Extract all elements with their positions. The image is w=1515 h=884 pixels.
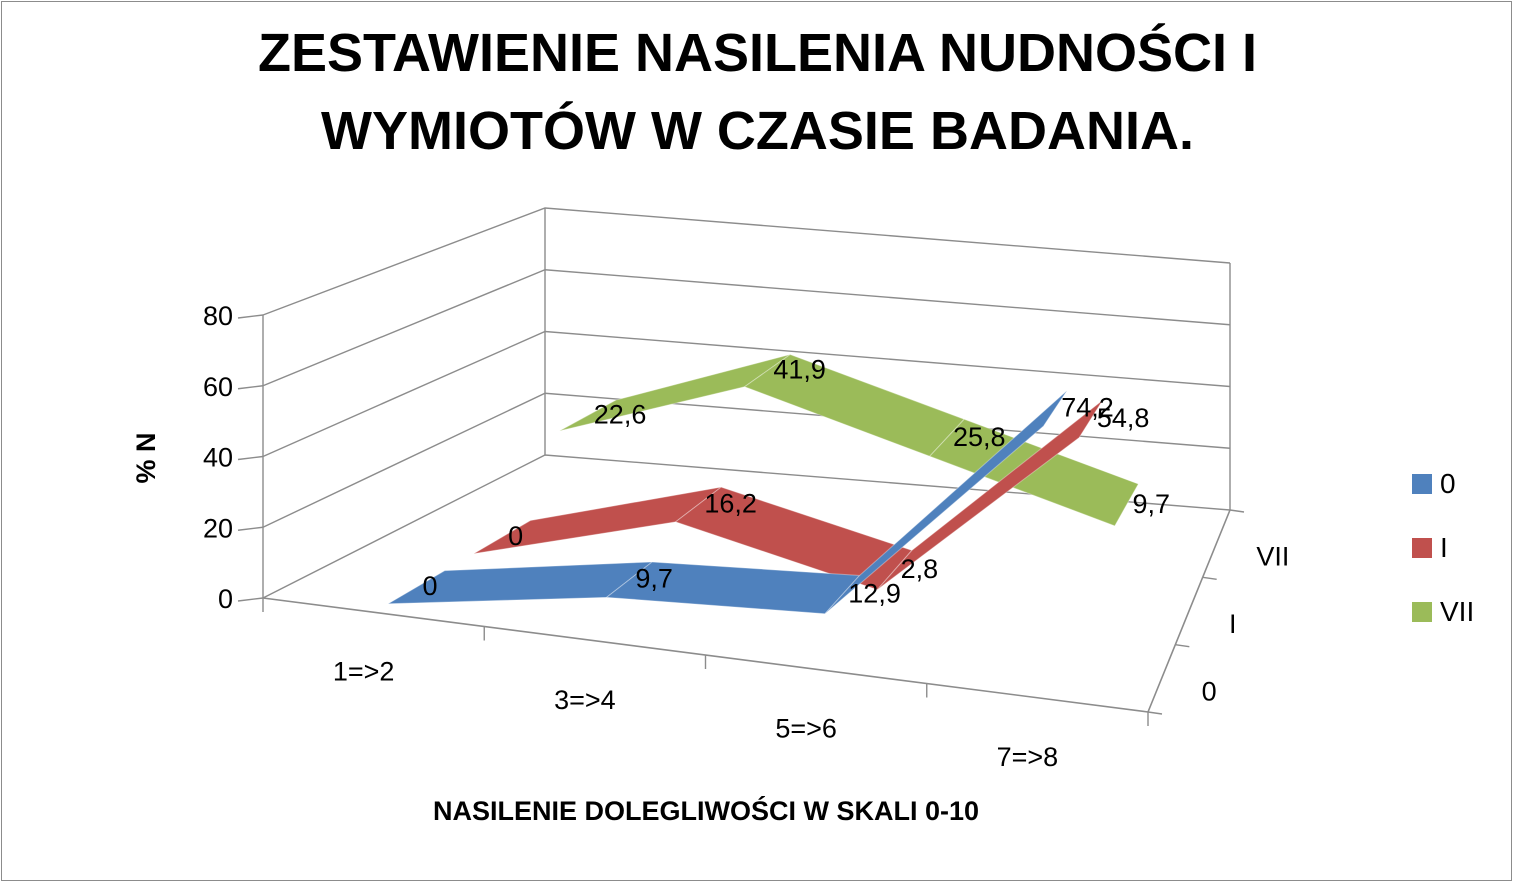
chart-tick-labels: 0 20 40 60 80 1=>2 3=>4 5=>6 7=>8 0 I VII [203, 301, 1289, 772]
y-axis-title: % N [131, 432, 161, 483]
depth-tick-mark-0 [1147, 711, 1163, 715]
series-1-ribbon [473, 399, 1104, 591]
y-tick-label-1: 20 [203, 513, 233, 543]
data-label-s2-1: 41,9 [773, 355, 826, 385]
y-tick-mark-2 [237, 455, 264, 461]
series-1-segment-2 [876, 399, 1104, 591]
x-tick-label-3: 7=>8 [997, 742, 1059, 772]
depth-tick-label-1: I [1229, 609, 1237, 639]
depth-axis-line [1147, 509, 1231, 713]
chart-data-labels: 22,6 41,9 25,8 9,7 0 16,2 2,8 54,8 0 9,7 12,9 74,2 [422, 355, 1170, 609]
x-tick-label-1: 3=>4 [554, 685, 616, 715]
legend-label-1: I [1440, 532, 1448, 563]
x-axis-title: NASILENIE DOLEGLIWOŚCI W SKALI 0-10 [433, 795, 979, 826]
data-label-s1-1: 16,2 [704, 489, 757, 519]
depth-tick-label-0: 0 [1202, 676, 1217, 706]
data-label-s1-0: 0 [508, 521, 523, 551]
data-label-s0-1: 9,7 [635, 564, 673, 594]
y-tick-label-0: 0 [218, 584, 233, 614]
y-tick-label-2: 40 [203, 443, 233, 473]
data-label-s0-2: 12,9 [848, 579, 901, 609]
chart-ribbons [387, 353, 1140, 615]
data-label-s2-0: 22,6 [594, 399, 647, 429]
chart-axes [237, 314, 1245, 726]
y-tick-mark-0 [237, 597, 264, 602]
depth-tick-mark-2 [1202, 576, 1217, 581]
legend-swatch-0 [1412, 474, 1432, 494]
chart-title: ZESTAWIENIE NASILENIA NUDNOŚCI I WYMIOTÓ… [0, 14, 1515, 170]
legend-swatch-2 [1412, 602, 1432, 622]
chart-title-line-2: WYMIOTÓW W CZASIE BADANIA. [321, 101, 1194, 161]
data-label-s2-3: 9,7 [1133, 489, 1171, 519]
y-tick-label-3: 60 [203, 372, 233, 402]
data-label-s2-2: 25,8 [953, 422, 1006, 452]
legend-swatch-1 [1412, 538, 1432, 558]
depth-tick-mark-3 [1229, 509, 1245, 513]
series-2-ribbon [559, 353, 1140, 527]
legend-item-2: VII [1412, 580, 1474, 644]
y-tick-mark-4 [237, 314, 264, 319]
series-2-segment-2 [928, 418, 1140, 527]
gridline-4 [262, 207, 1231, 316]
x-tick-label-0: 1=>2 [333, 656, 395, 686]
legend: 0 I VII [1412, 452, 1474, 644]
chart-title-line-1: ZESTAWIENIE NASILENIA NUDNOŚCI I [257, 23, 1258, 83]
data-label-s0-3: 74,2 [1061, 392, 1114, 422]
y-tick-mark-3 [237, 385, 264, 390]
series-0-ribbon [387, 390, 1068, 615]
x-tick-label-2: 5=>6 [775, 713, 837, 743]
legend-item-0: 0 [1412, 452, 1474, 516]
legend-label-2: VII [1440, 596, 1475, 627]
depth-tick-label-2: VII [1256, 542, 1289, 572]
data-label-s1-2: 2,8 [901, 554, 939, 584]
legend-item-1: I [1412, 516, 1474, 580]
depth-tick-mark-1 [1175, 643, 1190, 648]
series-0-segment-2 [824, 390, 1068, 615]
y-tick-label-4: 80 [203, 301, 233, 331]
data-label-s1-3: 54,8 [1097, 403, 1150, 433]
data-label-s0-0: 0 [422, 571, 437, 601]
legend-label-0: 0 [1440, 468, 1456, 499]
y-tick-mark-1 [237, 526, 264, 531]
